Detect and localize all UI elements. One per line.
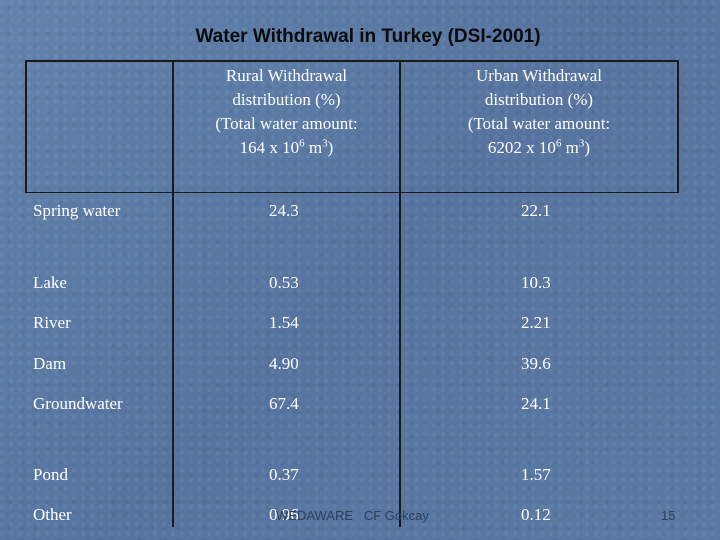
- row-rural-value: 0.53: [269, 273, 299, 292]
- row-source: Lake: [33, 273, 67, 292]
- slide-number: 15: [661, 508, 676, 523]
- table-border-left-header: [25, 60, 27, 193]
- row-source: Groundwater: [33, 394, 123, 413]
- header-rural-line2: distribution (%): [232, 90, 341, 109]
- header-urban: Urban Withdrawal distribution (%) (Total…: [401, 64, 677, 160]
- column-divider-1: [172, 60, 174, 527]
- row-source: Other: [33, 505, 72, 524]
- row-urban-value: 24.1: [521, 394, 551, 413]
- row-urban-value: 2.21: [521, 313, 551, 332]
- row-source: Dam: [33, 354, 67, 373]
- header-urban-line2: distribution (%): [484, 90, 594, 109]
- row-rural-value: 1.54: [269, 313, 299, 332]
- header-rural-line3: (Total water amount:: [215, 114, 358, 133]
- row-source: Pond: [33, 465, 68, 484]
- table-border-top: [25, 60, 679, 62]
- table-border-right-header: [677, 60, 679, 193]
- column-divider-2: [399, 60, 401, 527]
- row-urban-value: 1.57: [521, 465, 551, 484]
- row-urban-value: 22.1: [521, 201, 551, 220]
- header-urban-line1: Urban Withdrawal: [476, 66, 602, 85]
- header-rural: Rural Withdrawal distribution (%) (Total…: [174, 64, 399, 160]
- row-urban-value: 39.6: [521, 354, 551, 373]
- row-source: Spring water: [33, 201, 121, 220]
- row-rural-value: 4.90: [269, 354, 299, 373]
- row-rural-value: 67.4: [269, 394, 299, 413]
- row-rural-value: 0.96: [269, 505, 299, 524]
- row-rural-value: 24.3: [269, 201, 299, 220]
- row-urban-value: 0.12: [521, 505, 551, 524]
- row-rural-value: 0.37: [269, 465, 299, 484]
- header-urban-line4: 6202 x 106 m3): [487, 137, 591, 157]
- header-bottom-line: [25, 192, 679, 193]
- header-rural-line1: Rural Withdrawal: [225, 66, 348, 85]
- header-urban-line3: (Total water amount:: [467, 114, 611, 133]
- footer-text: WEDAWARE CF Gokcay: [276, 508, 429, 523]
- row-source: River: [33, 313, 71, 332]
- slide-title: Water Withdrawal in Turkey (DSI-2001): [195, 26, 541, 47]
- row-urban-value: 10.3: [521, 273, 551, 292]
- header-rural-line4: 164 x 106 m3): [239, 137, 334, 157]
